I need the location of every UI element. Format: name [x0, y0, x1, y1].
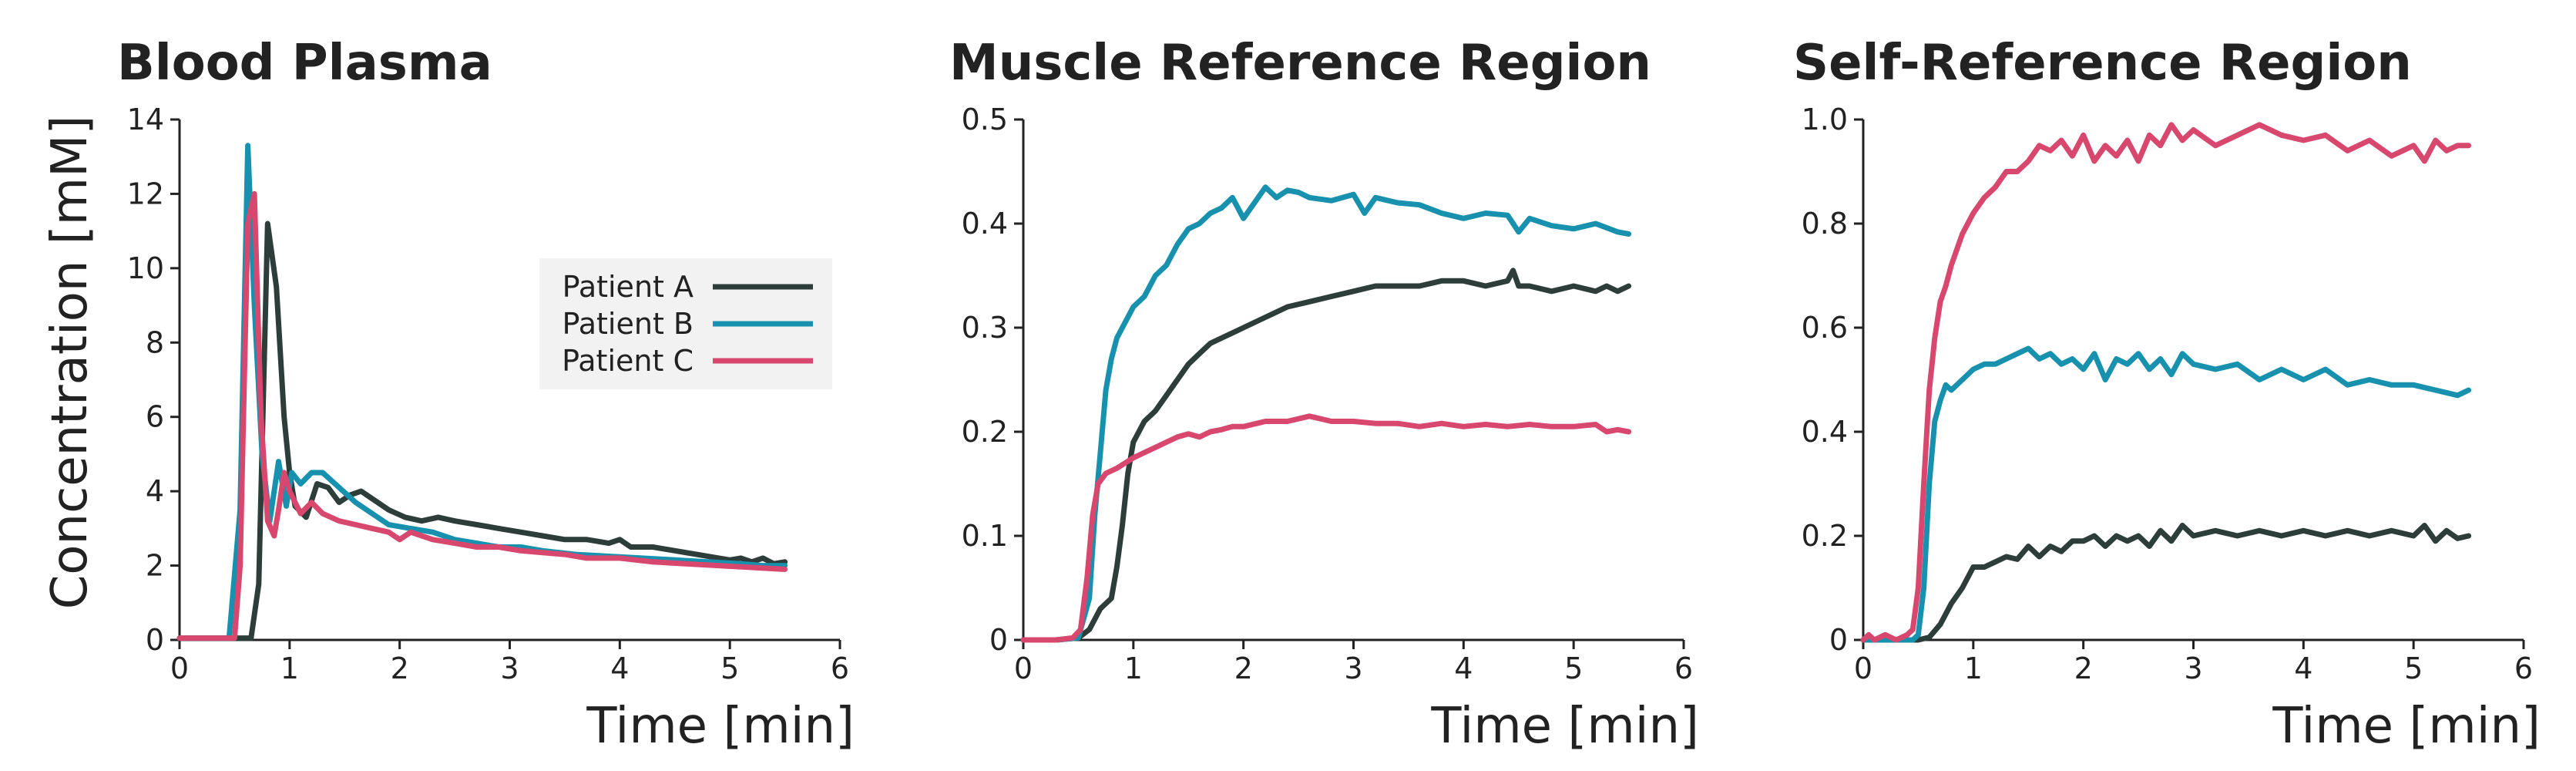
- y-tick-label: 14: [127, 103, 164, 136]
- y-tick-label: 0.4: [1802, 415, 1848, 449]
- legend-label-patient-c: Patient C: [562, 344, 694, 378]
- y-tick-label: 0.6: [1802, 311, 1848, 345]
- y-tick-label: 0.2: [962, 415, 1008, 449]
- x-tick-label: 2: [1234, 651, 1253, 685]
- y-tick-label: 0.2: [1802, 519, 1848, 553]
- series-line-patient-a: [176, 221, 788, 641]
- x-tick-label: 5: [1564, 651, 1583, 685]
- x-tick-label: 6: [831, 651, 849, 685]
- panel-title: Muscle Reference Region: [949, 35, 1651, 92]
- x-tick-label: 2: [2074, 651, 2093, 685]
- y-tick-label: 2: [146, 549, 164, 583]
- x-tick-label: 2: [391, 651, 409, 685]
- series-line-patient-b: [1020, 184, 1632, 643]
- y-tick-label: 0.8: [1802, 207, 1848, 241]
- series-line-patient-a: [1020, 268, 1632, 643]
- x-tick-label: 0: [170, 651, 189, 685]
- x-axis-label: Time [min]: [2272, 698, 2541, 755]
- y-tick-label: 0: [146, 623, 164, 657]
- y-tick-label: 0: [989, 623, 1008, 657]
- y-tick-label: 8: [146, 325, 164, 359]
- y-axis-label: Concentration [mM]: [42, 116, 99, 610]
- x-tick-label: 3: [1344, 651, 1362, 685]
- series-line-patient-c: [176, 190, 788, 641]
- y-tick-label: 1.0: [1802, 103, 1848, 136]
- panel-title: Blood Plasma: [117, 35, 492, 92]
- legend: Patient A Patient B Patient C: [539, 258, 832, 389]
- x-tick-label: 5: [720, 651, 739, 685]
- panel-blood-plasma: Blood Plasma Concentration [mM] Time [mi…: [42, 35, 855, 755]
- y-tick-label: 0.3: [962, 311, 1008, 345]
- x-tick-label: 1: [1964, 651, 1983, 685]
- x-tick-label: 4: [2294, 651, 2312, 685]
- y-tick-label: 12: [127, 177, 164, 210]
- y-tick-label: 10: [127, 251, 164, 285]
- x-tick-label: 6: [2514, 651, 2533, 685]
- x-tick-label: 1: [1124, 651, 1143, 685]
- y-tick-label: 0: [1829, 623, 1848, 657]
- legend-label-patient-a: Patient A: [563, 270, 694, 304]
- y-tick-label: 4: [146, 474, 164, 508]
- y-tick-label: 0.4: [962, 207, 1008, 241]
- legend-label-patient-b: Patient B: [563, 307, 694, 341]
- x-axis-label: Time [min]: [586, 698, 855, 755]
- panel-title: Self-Reference Region: [1793, 35, 2412, 92]
- y-tick-label: 0.1: [962, 519, 1008, 553]
- x-tick-label: 4: [610, 651, 629, 685]
- y-tick-label: 6: [146, 400, 164, 434]
- x-axis-label: Time [min]: [1430, 698, 1699, 755]
- y-tick-label: 0.5: [962, 103, 1008, 136]
- x-tick-label: 4: [1454, 651, 1473, 685]
- x-tick-label: 0: [1854, 651, 1872, 685]
- x-tick-label: 5: [2404, 651, 2423, 685]
- series-line-patient-a: [1860, 523, 2472, 643]
- panel-self-reference-region: Self-Reference Region Time [min] 0 1 2 3 4 5 6…: [1793, 35, 2541, 755]
- series-line-patient-c: [1860, 122, 2472, 643]
- panel-muscle-reference-region: Muscle Reference Region Time [min] 0 1 2 3 4…: [949, 35, 1699, 755]
- x-tick-label: 3: [2184, 651, 2202, 685]
- x-tick-label: 0: [1014, 651, 1033, 685]
- series-line-patient-c: [1020, 413, 1632, 643]
- x-tick-label: 6: [1674, 651, 1693, 685]
- series-line-patient-b: [1860, 345, 2472, 643]
- x-tick-label: 1: [280, 651, 299, 685]
- x-tick-label: 3: [500, 651, 519, 685]
